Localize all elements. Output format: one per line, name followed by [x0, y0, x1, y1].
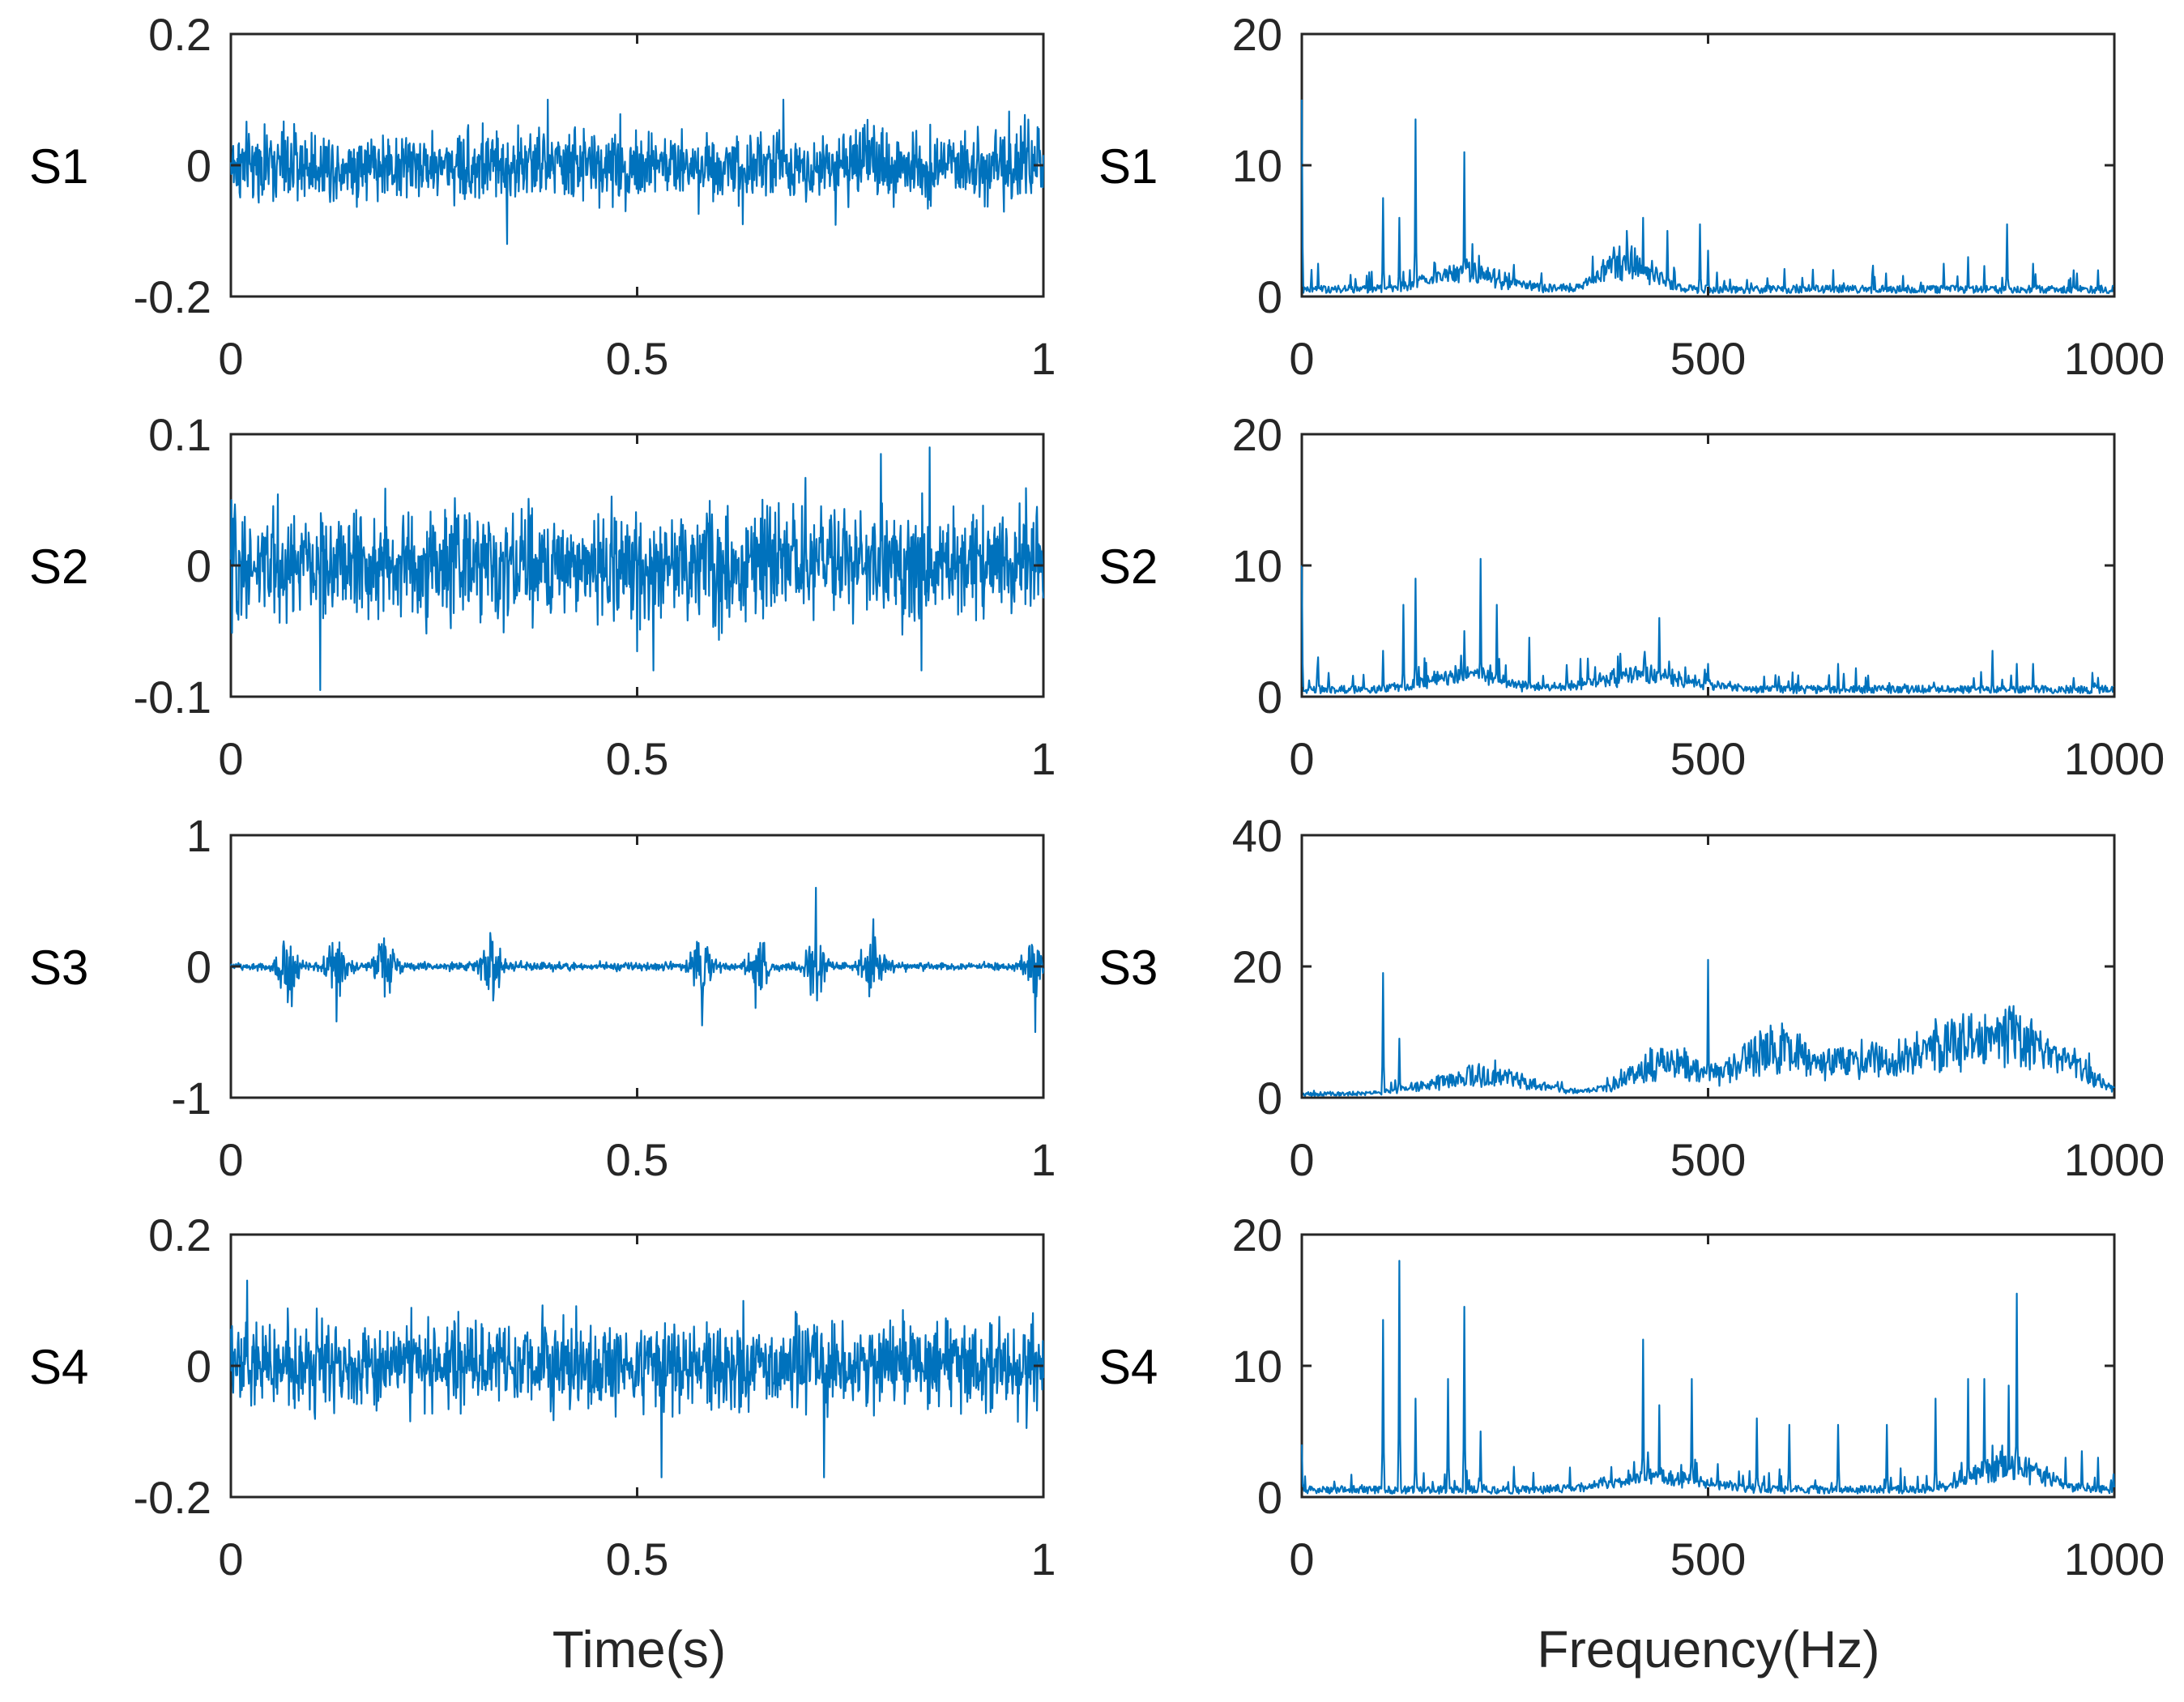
row-label-s3: S3	[29, 941, 88, 995]
x-tick-label: 0	[1289, 1134, 1314, 1185]
signal-trace-s1	[1300, 99, 2116, 294]
y-tick-label: 0.2	[148, 9, 211, 60]
signal-trace-s3	[229, 886, 1045, 1034]
y-tick-label: 20	[1232, 1209, 1282, 1261]
row-label-s1: S1	[29, 139, 88, 194]
x-tick-label: 1000	[2064, 333, 2165, 384]
subplot-s1-frequency: 0 500 1000 0 10 20 S1	[1098, 9, 2165, 384]
y-tick-label: 40	[1232, 810, 1282, 861]
y-tick-label: -0.1	[134, 672, 212, 723]
x-tick-label: 0	[218, 1534, 243, 1585]
y-tick-label: 20	[1232, 9, 1282, 60]
signal-trace-s2	[229, 446, 1045, 691]
x-tick-label: 1	[1030, 1134, 1056, 1185]
signal-trace-s4	[1300, 1260, 2116, 1495]
x-tick-label: 0	[218, 333, 243, 384]
y-tick-label: -1	[171, 1073, 211, 1124]
y-tick-label: 0	[186, 941, 211, 992]
x-tick-label: 0.5	[606, 1534, 669, 1585]
subplot-s1-time: 0 0.5 1-0.200.2S1	[29, 9, 1056, 384]
x-tick-label: 0	[1289, 733, 1314, 784]
y-tick-label: 0	[1257, 672, 1282, 723]
x-tick-label: 0	[1289, 333, 1314, 384]
y-tick-label: 0	[1257, 271, 1282, 322]
y-tick-label: 0	[186, 1341, 211, 1392]
x-tick-label: 1	[1030, 333, 1056, 384]
x-tick-label: 0	[1289, 1534, 1314, 1585]
y-tick-label: 20	[1232, 941, 1282, 992]
row-label-s1: S1	[1098, 139, 1158, 194]
x-tick-label: 1000	[2064, 1534, 2165, 1585]
y-tick-label: 20	[1232, 409, 1282, 460]
y-tick-label: 0.2	[148, 1209, 211, 1261]
x-tick-label: 0.5	[606, 1134, 669, 1185]
subplot-s4-time: 0 0.5 1-0.200.2S4	[29, 1209, 1056, 1585]
signal-trace-s2	[1300, 557, 2116, 694]
row-label-s2: S2	[1098, 540, 1158, 594]
y-tick-label: -0.2	[134, 271, 212, 322]
signal-trace-s4	[229, 1279, 1045, 1478]
row-label-s3: S3	[1098, 941, 1158, 995]
y-tick-label: 0	[186, 540, 211, 591]
x-tick-label: 500	[1670, 333, 1746, 384]
x-tick-label: 0.5	[606, 733, 669, 784]
signal-trace-s3	[1300, 958, 2115, 1097]
subplot-s2-time: 0 0.5 1-0.100.1S2	[29, 409, 1056, 784]
subplot-s2-frequency: 0 500 1000 0 10 20 S2	[1098, 409, 2165, 784]
x-tick-label: 0	[218, 733, 243, 784]
row-label-s4: S4	[29, 1340, 88, 1394]
y-tick-label: 10	[1232, 1341, 1282, 1392]
x-tick-label: 1000	[2064, 733, 2165, 784]
frequency-axis-title: Frequency(Hz)	[1537, 1620, 1879, 1679]
y-tick-label: 10	[1232, 140, 1282, 191]
plot-frame	[1300, 433, 2116, 698]
y-tick-label: 10	[1232, 540, 1282, 591]
x-tick-label: 1	[1030, 1534, 1056, 1585]
plot-frame	[1300, 1233, 2116, 1499]
x-tick-label: 500	[1670, 1134, 1746, 1185]
y-tick-label: 0	[1257, 1472, 1282, 1523]
subplot-s3-frequency: 0 500 1000 0 20 40 S3	[1098, 810, 2165, 1185]
x-tick-label: 500	[1670, 733, 1746, 784]
x-tick-label: 1	[1030, 733, 1056, 784]
y-tick-label: 0	[186, 140, 211, 191]
row-label-s2: S2	[29, 540, 88, 594]
subplot-s4-frequency: 0 500 1000 0 10 20 S4	[1098, 1209, 2165, 1585]
x-tick-label: 1000	[2064, 1134, 2165, 1185]
y-tick-label: 0.1	[148, 409, 211, 460]
y-tick-label: 1	[186, 810, 211, 861]
y-tick-label: -0.2	[134, 1472, 212, 1523]
signal-trace-s1	[229, 98, 1045, 245]
row-label-s4: S4	[1098, 1340, 1158, 1394]
x-tick-label: 0.5	[606, 333, 669, 384]
x-tick-label: 500	[1670, 1534, 1746, 1585]
y-tick-label: 0	[1257, 1073, 1282, 1124]
x-tick-label: 0	[218, 1134, 243, 1185]
time-axis-title: Time(s)	[552, 1620, 726, 1679]
